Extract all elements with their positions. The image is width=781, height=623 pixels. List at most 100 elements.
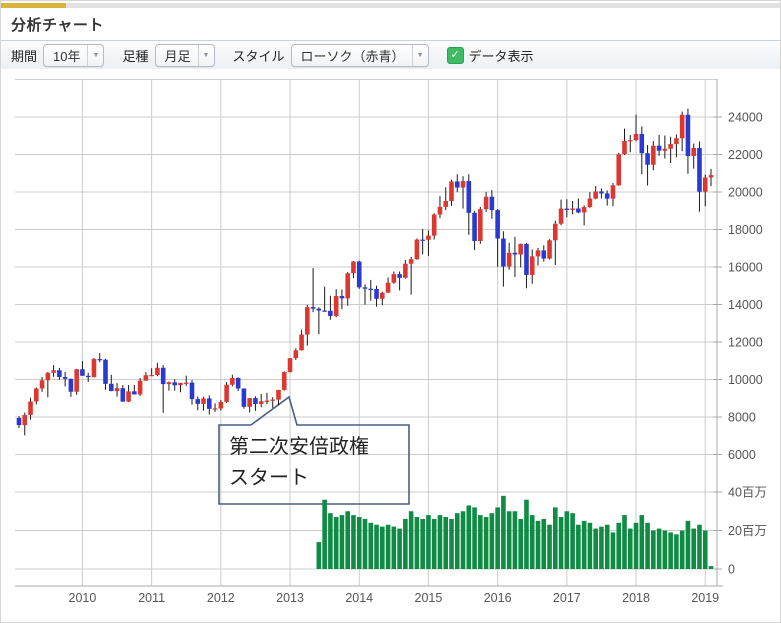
volume-bar [610, 532, 616, 569]
up-candle [622, 140, 627, 155]
up-candle [281, 372, 287, 390]
bartype-select[interactable]: 月足 ▼ [154, 43, 215, 67]
volume-bar [668, 532, 673, 569]
up-candle [668, 144, 673, 149]
price-axis-label: 18000 [728, 223, 763, 237]
up-candle [276, 389, 281, 400]
up-candle [28, 401, 33, 415]
up-candle [558, 208, 564, 224]
gold-accent-segment [1, 3, 66, 8]
up-candle [702, 177, 708, 192]
volume-bar [697, 524, 702, 569]
price-axis-label: 16000 [728, 261, 763, 275]
volume-bar [645, 522, 650, 569]
up-candle [610, 185, 616, 199]
up-candle [460, 181, 466, 188]
volume-bar [656, 528, 662, 569]
up-candle [633, 133, 639, 141]
volume-bar [518, 518, 523, 569]
down-candle [466, 181, 472, 213]
down-candle [495, 210, 500, 239]
up-candle [662, 148, 668, 151]
down-candle [697, 147, 702, 192]
up-candle [333, 295, 339, 316]
volume-bar [454, 513, 460, 569]
volume-bar [662, 530, 668, 569]
year-axis-label: 2011 [138, 591, 165, 605]
down-candle [541, 250, 547, 259]
up-candle [126, 391, 131, 402]
up-candle [431, 214, 437, 236]
down-candle [362, 287, 368, 289]
volume-bar [553, 507, 558, 569]
volume-bar [380, 526, 385, 569]
up-candle [183, 382, 189, 384]
up-candle [391, 274, 397, 283]
up-candle [305, 307, 310, 335]
year-axis-label: 2015 [415, 591, 443, 605]
volume-bar [564, 511, 570, 569]
up-candle [616, 154, 622, 186]
volume-bar [501, 495, 506, 569]
down-candle [195, 399, 201, 404]
down-candle [420, 239, 425, 241]
svg-text:第二次安倍政権: 第二次安倍政権 [229, 435, 369, 458]
volume-bar [466, 505, 472, 569]
up-candle [674, 138, 679, 145]
volume-bar [685, 520, 691, 569]
volume-bar [403, 518, 408, 569]
data-display-checkbox[interactable]: ✓ [446, 46, 464, 64]
down-candle [68, 378, 74, 392]
down-candle [241, 388, 247, 407]
volume-bar [414, 517, 420, 569]
up-candle [39, 380, 45, 389]
volume-bar [431, 518, 437, 569]
up-candle [270, 399, 276, 401]
volume-bar [437, 515, 443, 569]
up-candle [91, 359, 97, 378]
volume-bar [333, 517, 339, 569]
price-axis-label: 6000 [728, 448, 756, 462]
volume-bar [674, 534, 679, 569]
volume-bar [483, 517, 489, 569]
year-axis-label: 2018 [622, 591, 650, 605]
up-candle [385, 282, 391, 293]
down-candle [454, 181, 460, 188]
down-candle [103, 359, 108, 384]
down-candle [524, 243, 529, 275]
price-axis-label: 8000 [728, 411, 756, 425]
down-candle [356, 261, 362, 288]
down-candle [316, 308, 322, 311]
down-candle [207, 398, 212, 409]
up-candle [570, 208, 575, 210]
period-select[interactable]: 10年 ▼ [43, 43, 105, 67]
down-candle [368, 288, 374, 290]
volume-bar [397, 528, 402, 569]
down-candle [564, 208, 570, 210]
volume-bar [472, 507, 477, 569]
up-candle [51, 370, 56, 373]
style-select[interactable]: ローソク（赤青） ▼ [290, 43, 429, 67]
up-candle [529, 256, 535, 275]
down-candle [172, 382, 177, 386]
price-axis-label: 12000 [728, 336, 763, 350]
down-candle [328, 310, 333, 316]
up-candle [299, 334, 304, 351]
up-candle [247, 398, 252, 407]
year-axis-label: 2010 [69, 591, 97, 605]
up-candle [535, 250, 541, 257]
volume-bar [524, 499, 529, 569]
up-candle [22, 414, 28, 426]
up-candle [143, 375, 149, 381]
up-candle [547, 240, 552, 259]
down-candle [16, 417, 22, 426]
up-candle [264, 400, 270, 402]
volume-bar [708, 566, 714, 569]
volume-bar [478, 515, 483, 569]
down-candle [489, 196, 495, 211]
up-candle [708, 175, 714, 178]
chart-toolbar: 期間 10年 ▼ 足種 月足 ▼ スタイル ローソク（赤青） ▼ ✓ データ表示 [1, 40, 780, 69]
up-candle [345, 273, 350, 299]
volume-bar [622, 515, 627, 569]
